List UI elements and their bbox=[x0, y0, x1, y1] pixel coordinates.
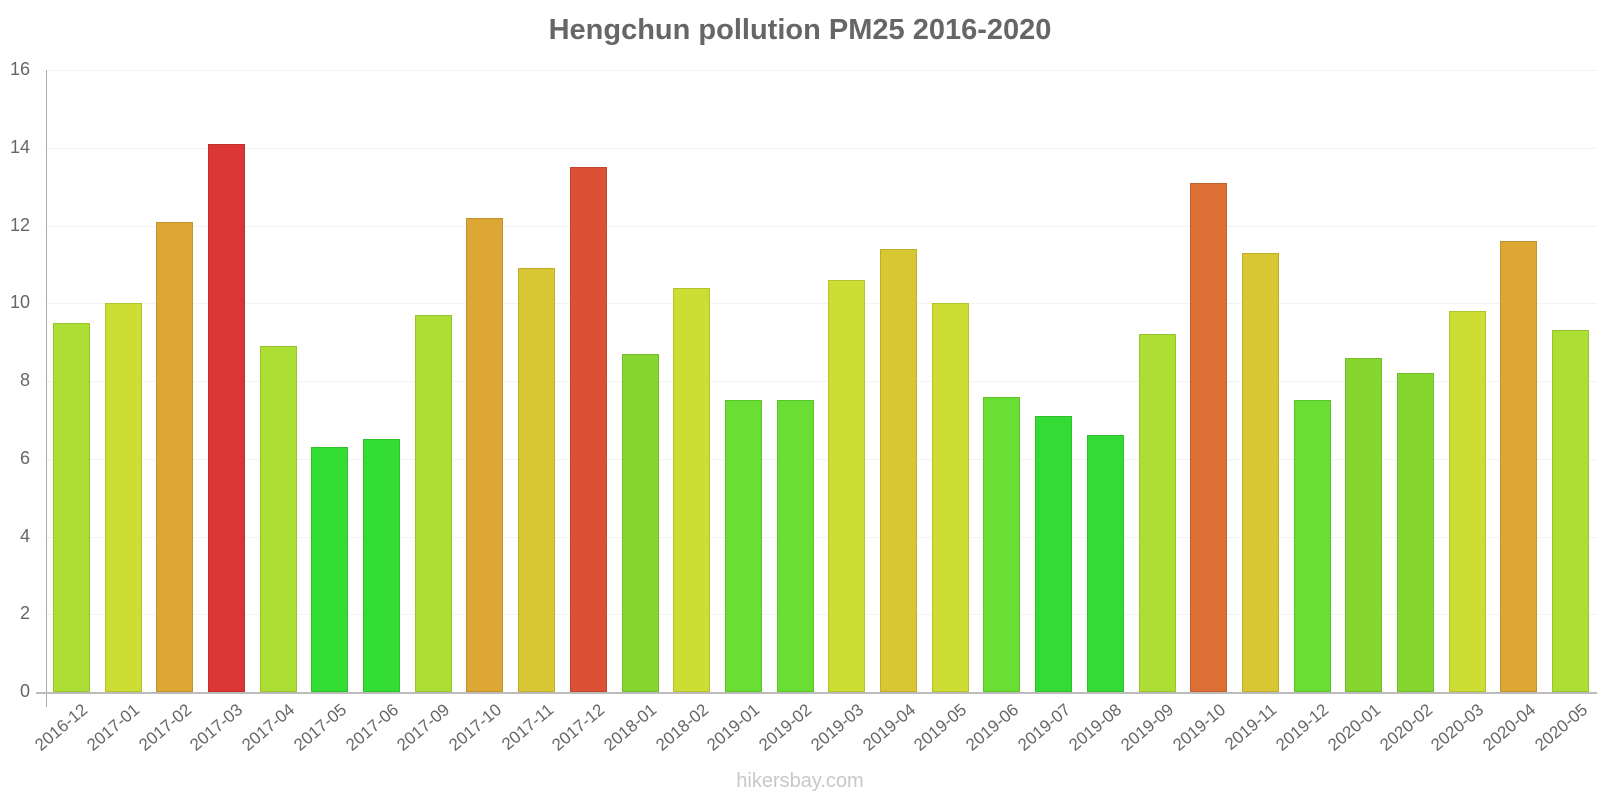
y-tick-label: 10 bbox=[9, 292, 30, 313]
bar-2017-01[interactable] bbox=[104, 303, 142, 692]
gridline bbox=[46, 536, 1597, 538]
bar-2019-03[interactable] bbox=[828, 279, 866, 692]
gridline bbox=[46, 147, 1597, 149]
y-tick-label: 8 bbox=[19, 370, 30, 390]
bar-2017-02[interactable] bbox=[156, 221, 194, 692]
y-tick-label: 14 bbox=[9, 136, 30, 157]
bar-2019-07[interactable] bbox=[1035, 416, 1073, 692]
bar-2019-09[interactable] bbox=[1138, 334, 1176, 692]
bar-2020-01[interactable] bbox=[1345, 357, 1383, 692]
bar-2020-04[interactable] bbox=[1500, 241, 1538, 692]
bar-2020-03[interactable] bbox=[1448, 311, 1486, 692]
bar-2020-05[interactable] bbox=[1552, 330, 1590, 692]
bar-2017-10[interactable] bbox=[466, 217, 504, 692]
bar-2017-09[interactable] bbox=[414, 314, 452, 692]
chart-title: Hengchun pollution PM25 2016-2020 bbox=[548, 14, 1052, 46]
bar-2017-05[interactable] bbox=[311, 447, 349, 692]
bar-2018-02[interactable] bbox=[673, 287, 711, 692]
y-tick-label: 6 bbox=[19, 447, 30, 468]
y-tick-label: 0 bbox=[19, 681, 30, 701]
gridline bbox=[46, 303, 1597, 305]
plot-area bbox=[46, 70, 1597, 692]
x-axis-line bbox=[36, 692, 1597, 694]
bar-2020-02[interactable] bbox=[1397, 373, 1435, 692]
y-tick-label: 2 bbox=[19, 603, 30, 624]
bar-2019-05[interactable] bbox=[931, 303, 969, 692]
bar-2019-01[interactable] bbox=[724, 400, 762, 692]
bar-2016-12[interactable] bbox=[52, 322, 90, 692]
bar-2017-06[interactable] bbox=[363, 439, 401, 692]
bar-2017-03[interactable] bbox=[207, 143, 245, 692]
bar-2019-04[interactable] bbox=[880, 248, 918, 692]
y-tick-label: 4 bbox=[19, 525, 30, 546]
bar-2017-04[interactable] bbox=[259, 346, 297, 692]
watermark: hikersbay.com bbox=[736, 770, 864, 792]
bar-2019-02[interactable] bbox=[776, 400, 814, 692]
bar-2017-11[interactable] bbox=[518, 268, 556, 692]
gridline bbox=[46, 70, 1597, 71]
bar-2018-01[interactable] bbox=[621, 353, 659, 692]
y-tick-label: 12 bbox=[9, 214, 30, 235]
bar-2019-06[interactable] bbox=[983, 396, 1021, 692]
gridline bbox=[46, 381, 1597, 382]
bar-2019-08[interactable] bbox=[1086, 435, 1124, 692]
bar-2019-11[interactable] bbox=[1241, 252, 1279, 692]
gridline bbox=[46, 225, 1597, 227]
gridline bbox=[46, 614, 1597, 616]
y-tick-label: 16 bbox=[9, 59, 30, 79]
bar-2019-10[interactable] bbox=[1190, 182, 1228, 692]
gridline bbox=[46, 458, 1597, 460]
bar-2017-12[interactable] bbox=[569, 167, 607, 692]
bar-2019-12[interactable] bbox=[1293, 400, 1331, 692]
y-axis-line bbox=[46, 70, 47, 707]
